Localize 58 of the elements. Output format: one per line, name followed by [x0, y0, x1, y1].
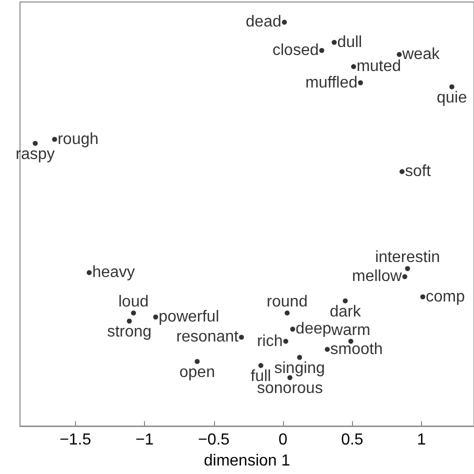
- annotation: muffled: [305, 74, 358, 92]
- point: [52, 136, 58, 142]
- annotation: open: [179, 364, 215, 381]
- point: [420, 294, 426, 300]
- point: [238, 334, 244, 340]
- annotation: muted: [356, 58, 402, 76]
- point: [332, 40, 337, 45]
- annotation: weak: [401, 46, 441, 64]
- annotation: rough: [58, 130, 99, 148]
- annotation: strong: [107, 324, 152, 341]
- annotation: warm: [330, 322, 370, 339]
- point: [396, 52, 402, 58]
- annotation: closed: [272, 42, 319, 59]
- annotation: comp: [426, 288, 466, 306]
- point: [153, 314, 158, 320]
- annotation: rich: [256, 332, 283, 350]
- x-axis-title: dimension 1: [204, 452, 290, 470]
- point: [351, 64, 356, 70]
- point: [283, 338, 288, 344]
- x-tick-label: −0.5: [198, 432, 230, 449]
- x-tick-label: 0.5: [341, 432, 364, 449]
- annotation: smooth: [330, 340, 383, 358]
- annotation: loud: [118, 294, 149, 311]
- annotation: interestin: [375, 249, 440, 266]
- point: [86, 270, 92, 276]
- point: [358, 80, 363, 86]
- annotation: dull: [337, 34, 362, 51]
- annotation: singing: [274, 360, 325, 377]
- point: [449, 84, 454, 90]
- point: [405, 266, 410, 272]
- point: [319, 48, 324, 53]
- point: [297, 354, 302, 360]
- point: [258, 363, 264, 368]
- point: [402, 274, 408, 280]
- point: [282, 20, 287, 25]
- point: [342, 298, 348, 304]
- point: [32, 140, 38, 146]
- point: [131, 310, 136, 316]
- annotation: quie: [436, 89, 468, 106]
- point: [400, 169, 405, 174]
- annotation: dead: [246, 14, 282, 31]
- annotation: deep: [296, 320, 332, 338]
- annotation: heavy: [92, 264, 135, 282]
- point: [126, 318, 132, 324]
- x-tick-label: 0: [278, 432, 288, 449]
- point: [194, 358, 200, 364]
- annotation: mellow: [352, 268, 402, 286]
- point: [284, 310, 290, 316]
- annotation: dark: [330, 303, 362, 320]
- point: [290, 326, 296, 332]
- point: [324, 346, 330, 352]
- annotation: soft: [405, 163, 432, 180]
- annotation: round: [266, 294, 308, 311]
- x-tick-label: −1: [135, 432, 154, 449]
- x-tick-label: −1.5: [60, 432, 92, 449]
- annotation: resonant: [176, 328, 240, 346]
- x-tick-label: 1: [416, 432, 426, 449]
- annotation: powerful: [158, 308, 220, 326]
